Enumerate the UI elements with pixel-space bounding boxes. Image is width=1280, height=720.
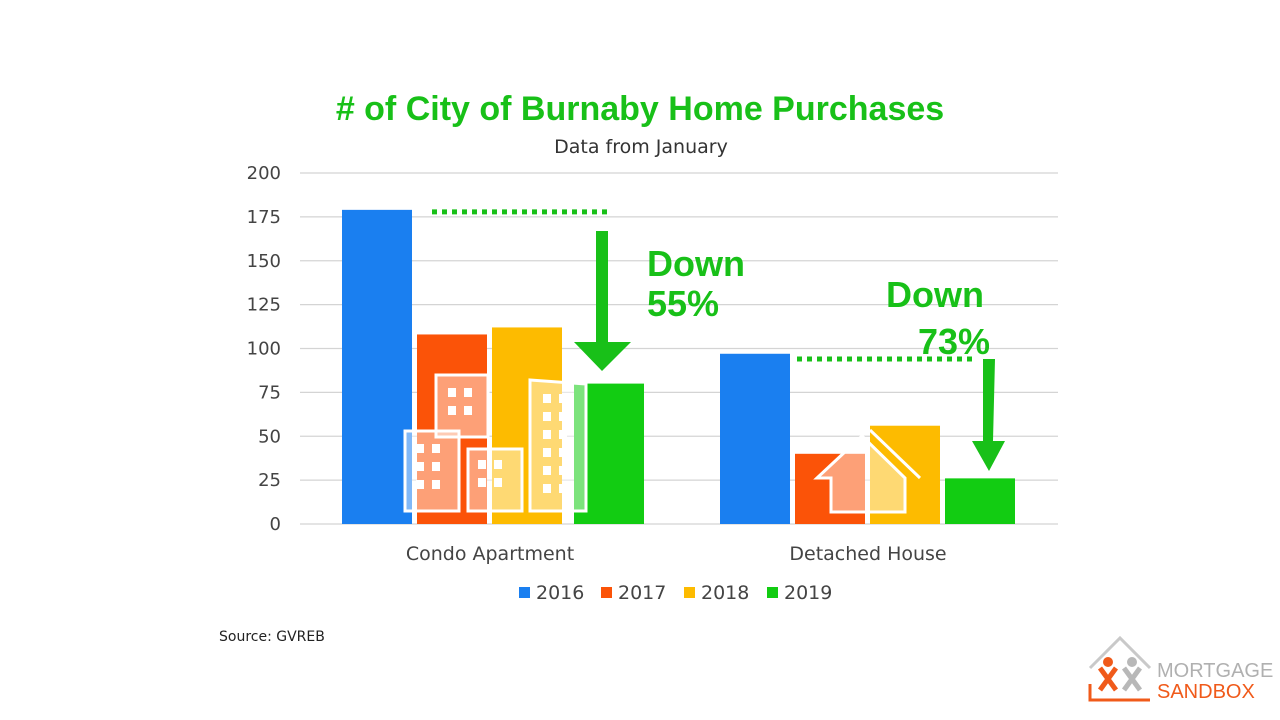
logo-text-line1: MORTGAGE (1157, 660, 1273, 682)
building-icon (528, 378, 588, 513)
category-label: Condo Apartment (406, 543, 574, 565)
bar (945, 478, 1015, 524)
window (448, 406, 456, 415)
window (478, 478, 486, 487)
category-label: Detached House (789, 543, 946, 565)
house-icon (813, 428, 922, 514)
window (543, 484, 551, 493)
y-axis-ticks: 0 25 50 75 100 125 150 175 200 (247, 163, 281, 535)
legend-swatch (684, 587, 695, 598)
building-icon (403, 429, 461, 513)
source-note: Source: GVREB (219, 629, 325, 645)
window (543, 412, 551, 421)
building-icon (434, 373, 490, 439)
window (559, 466, 567, 475)
chart-title: # of City of Burnaby Home Purchases (336, 90, 944, 128)
window (432, 480, 440, 489)
bar (417, 334, 487, 524)
annotation-line1: Down (886, 274, 984, 315)
annotation-line1: Down (647, 243, 745, 284)
building-shape (434, 373, 490, 439)
window (432, 462, 440, 471)
house-roof (868, 428, 922, 480)
window (478, 460, 486, 469)
window (559, 430, 567, 439)
bars (342, 209, 1015, 525)
window (543, 466, 551, 475)
building-shape (528, 378, 588, 513)
legend-swatch (601, 587, 612, 598)
legend-label: 2016 (536, 582, 584, 604)
logo-base-icon (1088, 684, 1150, 702)
logo-text-line2: SANDBOX (1157, 681, 1255, 703)
y-tick-label: 25 (258, 470, 281, 491)
window (543, 430, 551, 439)
logo-person-icon (1121, 666, 1143, 692)
legend-label: 2018 (701, 582, 749, 604)
legend: 2016 2017 2018 2019 (519, 582, 832, 604)
logo-head-icon (1127, 657, 1137, 667)
y-tick-label: 125 (247, 295, 281, 316)
house-shape (813, 433, 907, 514)
y-tick-label: 50 (258, 426, 281, 447)
bar (720, 353, 790, 524)
window (559, 448, 567, 457)
legend-swatch (767, 587, 778, 598)
window (559, 394, 567, 403)
building-icon (466, 447, 524, 513)
annotation-line2: 73% (918, 321, 990, 362)
window (494, 478, 502, 487)
window (559, 484, 567, 493)
down-arrow-icon (972, 359, 1005, 471)
window (464, 388, 472, 397)
window (448, 388, 456, 397)
window (464, 406, 472, 415)
y-tick-label: 200 (247, 163, 281, 184)
building-icons (403, 373, 922, 514)
window (494, 460, 502, 469)
category-labels: Condo Apartment Detached House (406, 543, 947, 565)
window (543, 448, 551, 457)
y-tick-label: 100 (247, 339, 281, 360)
chart-subtitle: Data from January (554, 136, 728, 158)
y-tick-label: 0 (270, 514, 281, 535)
window (543, 394, 551, 403)
y-tick-label: 150 (247, 251, 281, 272)
window (432, 444, 440, 453)
down-arrow-icon (574, 231, 631, 371)
window (559, 412, 567, 421)
y-tick-label: 175 (247, 207, 281, 228)
bar (342, 209, 412, 525)
logo-roof-icon (1088, 635, 1152, 670)
logo-person-icon (1097, 666, 1119, 692)
legend-label: 2019 (784, 582, 832, 604)
window (416, 480, 424, 489)
legend-swatch (519, 587, 530, 598)
window (416, 462, 424, 471)
window (416, 444, 424, 453)
annotation-line2: 55% (647, 283, 719, 324)
y-tick-label: 75 (258, 382, 281, 403)
legend-label: 2017 (618, 582, 666, 604)
logo-head-icon (1103, 657, 1113, 667)
